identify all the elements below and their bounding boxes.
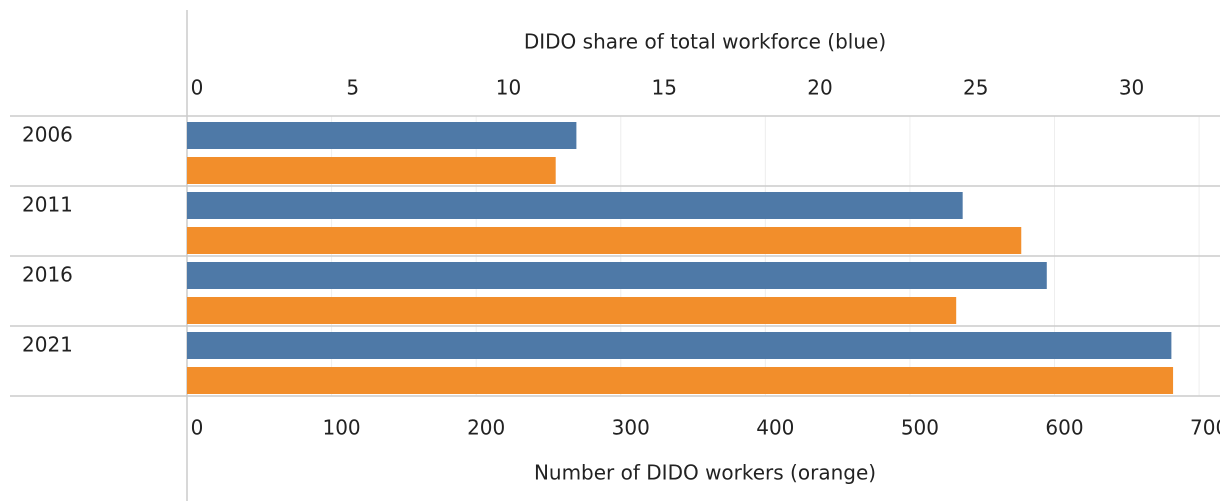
x2-tick-label: 10: [496, 76, 521, 100]
x2-tick-label: 25: [963, 76, 988, 100]
category-label: 2021: [22, 333, 73, 357]
x2-tick-label: 0: [191, 76, 204, 100]
x-tick-label: 500: [901, 416, 939, 440]
bar: [187, 227, 1022, 254]
x-tick-label: 600: [1045, 416, 1083, 440]
x-tick-label: 700: [1190, 416, 1220, 440]
bar: [187, 262, 1047, 289]
x-tick-label: 200: [467, 416, 505, 440]
x2-tick-label: 5: [346, 76, 359, 100]
x-tick-label: 300: [612, 416, 650, 440]
category-label: 2016: [22, 263, 73, 287]
x-tick-label: 400: [756, 416, 794, 440]
bar: [187, 192, 963, 219]
x-tick-label: 100: [322, 416, 360, 440]
x2-tick-label: 20: [807, 76, 832, 100]
category-label: 2011: [22, 193, 73, 217]
category-label: 2006: [22, 123, 73, 147]
bar: [187, 122, 577, 149]
bar: [187, 332, 1172, 359]
x-tick-label: 0: [191, 416, 204, 440]
bar: [187, 297, 957, 324]
top-axis-title: DIDO share of total workforce (blue): [524, 30, 886, 54]
x2-tick-label: 30: [1119, 76, 1144, 100]
bar: [187, 157, 556, 184]
bottom-axis-title: Number of DIDO workers (orange): [534, 461, 876, 485]
bar: [187, 367, 1174, 394]
x2-tick-label: 15: [652, 76, 677, 100]
